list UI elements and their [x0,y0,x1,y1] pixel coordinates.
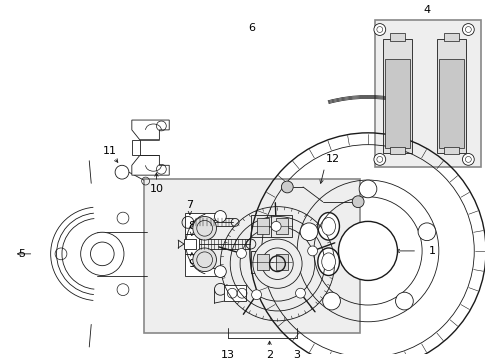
Text: 11: 11 [103,145,117,156]
Circle shape [465,27,470,32]
Bar [443,147,459,154]
Bar [438,59,464,148]
Polygon shape [184,234,198,254]
Text: 6: 6 [248,23,255,32]
Text: 4: 4 [423,5,430,15]
Circle shape [192,248,216,271]
Circle shape [462,153,473,165]
Ellipse shape [317,212,339,240]
Circle shape [251,290,261,300]
Bar [250,216,272,237]
Circle shape [115,165,129,179]
Bar [270,251,292,273]
Bar [389,33,405,41]
Circle shape [395,292,412,310]
Bar [443,33,459,41]
Text: 1: 1 [428,246,435,256]
Text: 10: 10 [149,184,163,194]
Bar [183,239,195,249]
Text: 9: 9 [188,259,195,269]
Polygon shape [436,39,466,153]
Text: 13: 13 [221,350,235,360]
Circle shape [376,157,382,162]
Circle shape [214,211,226,222]
Circle shape [271,221,281,231]
Ellipse shape [317,248,339,275]
Bar [256,219,268,234]
Bar [224,285,245,301]
Text: 2: 2 [265,350,273,360]
Circle shape [417,223,435,240]
Text: 8: 8 [188,221,195,231]
Circle shape [281,181,293,193]
Bar [276,219,288,234]
Bar [389,147,405,154]
Circle shape [373,24,385,35]
Circle shape [351,196,363,208]
Circle shape [252,239,302,288]
Bar [256,254,268,270]
Text: 12: 12 [325,154,339,165]
Circle shape [192,216,216,240]
Polygon shape [184,212,224,234]
Circle shape [465,157,470,162]
Ellipse shape [321,253,335,271]
Circle shape [300,223,317,240]
Bar [384,59,409,148]
Circle shape [376,27,382,32]
Ellipse shape [321,217,335,235]
Bar [143,179,359,333]
Polygon shape [184,254,224,275]
Circle shape [358,180,376,198]
Polygon shape [132,120,169,140]
Bar [132,140,140,156]
Circle shape [295,288,305,298]
Circle shape [307,246,317,256]
Circle shape [373,153,385,165]
Bar [374,20,480,167]
Polygon shape [382,39,411,153]
Text: 5: 5 [19,249,25,259]
Circle shape [81,232,124,275]
Circle shape [338,221,397,280]
Text: 3: 3 [293,350,300,360]
Bar [250,251,272,273]
Circle shape [462,24,473,35]
Bar [276,254,288,270]
Bar [270,216,292,237]
Circle shape [214,266,226,278]
Circle shape [322,292,340,310]
Text: 7: 7 [186,200,193,210]
Polygon shape [132,156,169,175]
Circle shape [236,248,246,258]
